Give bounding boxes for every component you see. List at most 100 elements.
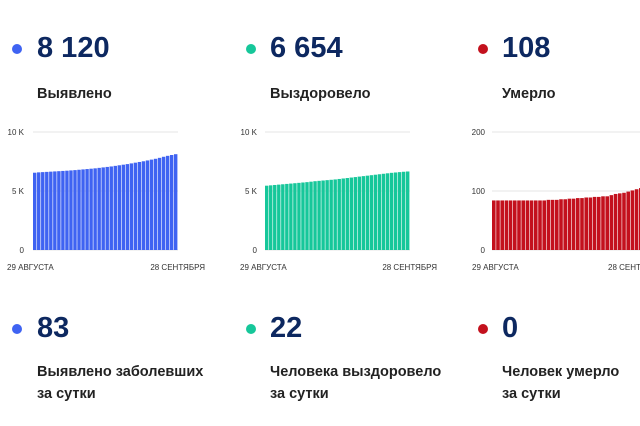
daily-died-dot — [478, 324, 488, 334]
y-tick-label: 0 — [481, 246, 486, 255]
bar — [521, 200, 525, 250]
bar — [73, 170, 77, 250]
x-tick-start: 29 АВГУСТА — [472, 263, 519, 272]
bar — [517, 200, 521, 250]
daily-detected-value: 83 — [37, 312, 70, 344]
bar — [41, 172, 45, 250]
y-tick-label: 10 K — [8, 128, 25, 137]
bar — [542, 200, 546, 250]
bar — [401, 171, 406, 250]
bar — [385, 173, 390, 250]
bar — [293, 183, 297, 250]
bar — [101, 167, 105, 250]
bar — [169, 155, 174, 250]
bar — [277, 184, 281, 250]
bar — [109, 166, 113, 250]
x-tick-end: 28 СЕНТЯБРЯ — [608, 263, 640, 272]
bar — [513, 200, 517, 250]
bar — [281, 184, 285, 250]
daily-died-label-2: за сутки — [502, 386, 561, 402]
bar — [377, 174, 382, 250]
bar — [89, 168, 93, 250]
bar — [273, 184, 277, 250]
bar — [157, 157, 162, 250]
bar — [534, 200, 538, 250]
x-tick-end: 28 СЕНТЯБРЯ — [382, 263, 437, 272]
bar — [601, 196, 605, 250]
bar — [49, 171, 53, 250]
bar — [365, 175, 370, 250]
bar — [301, 182, 305, 250]
bar — [45, 171, 49, 250]
bar — [289, 183, 293, 250]
bar — [125, 164, 130, 250]
bar — [555, 199, 559, 250]
died-total: 108 — [502, 32, 551, 64]
y-tick-label: 100 — [472, 187, 486, 196]
bar — [630, 190, 635, 250]
bar — [609, 195, 614, 250]
bar — [357, 176, 362, 250]
bar — [626, 191, 630, 250]
bar — [333, 179, 337, 250]
bar — [269, 185, 273, 250]
daily-recovered-label-1: Человека выздоровело — [270, 364, 442, 380]
bar — [529, 200, 534, 250]
bar — [321, 180, 325, 250]
daily-recovered-value: 22 — [270, 312, 303, 344]
recovered-dot — [246, 44, 256, 54]
bar — [173, 154, 178, 250]
bar — [305, 182, 309, 250]
recovered-chart: 0 5 K 10 K 29 АВГУСТА 28 СЕНТЯБРЯ — [240, 128, 437, 272]
detected-label: Выявлено — [37, 86, 112, 102]
bar — [622, 192, 626, 250]
bar — [57, 171, 61, 250]
detected-total: 8 120 — [37, 32, 110, 64]
y-tick-label: 5 K — [245, 187, 258, 196]
bar — [265, 185, 269, 250]
bar — [65, 170, 69, 250]
bar — [563, 199, 567, 250]
y-tick-label: 0 — [253, 246, 258, 255]
bar — [153, 158, 158, 250]
bar — [93, 168, 97, 250]
bar — [329, 179, 333, 250]
bar — [33, 172, 37, 250]
bar — [571, 198, 576, 250]
bar — [81, 169, 85, 250]
bar — [285, 183, 289, 250]
recovered-label: Выздоровело — [270, 86, 371, 102]
bar — [37, 172, 41, 250]
bar — [85, 169, 89, 250]
bar — [538, 200, 542, 250]
bar — [613, 193, 618, 250]
x-tick-start: 29 АВГУСТА — [7, 263, 54, 272]
daily-died-value: 0 — [502, 312, 519, 344]
bar — [492, 200, 496, 250]
bar — [145, 160, 150, 250]
daily-recovered-label-2: за сутки — [270, 386, 329, 402]
bar — [634, 189, 639, 250]
bar — [149, 159, 154, 250]
bar — [588, 197, 593, 250]
bar — [580, 198, 584, 250]
detected-dot — [12, 44, 22, 54]
bar — [337, 178, 341, 250]
bar — [97, 167, 101, 250]
daily-detected-label-2: за сутки — [37, 386, 96, 402]
bar — [313, 181, 317, 250]
bar — [525, 200, 530, 250]
bar — [113, 165, 117, 250]
detected-chart: 0 5 K 10 K 29 АВГУСТА 28 СЕНТЯБРЯ — [7, 128, 205, 272]
bar — [341, 178, 345, 250]
y-tick-label: 10 K — [241, 128, 258, 137]
bar — [69, 170, 73, 250]
bar — [165, 155, 170, 250]
bar — [389, 172, 394, 250]
bar — [546, 199, 551, 250]
bar — [559, 199, 563, 250]
daily-detected-label-1: Выявлено заболевших — [37, 364, 204, 380]
bar — [349, 177, 354, 250]
bar — [105, 166, 109, 250]
bar — [508, 200, 513, 250]
